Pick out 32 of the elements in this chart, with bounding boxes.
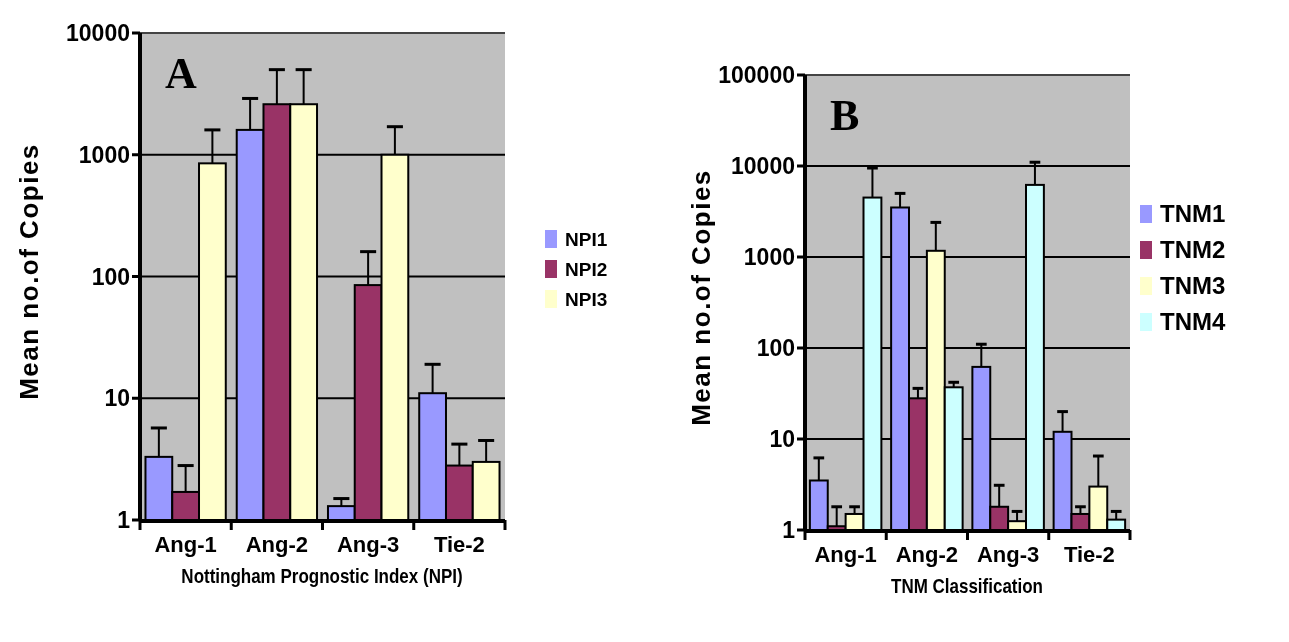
x-tick-label: Ang-3 [336,532,400,557]
x-tick-label: Ang-2 [245,532,309,557]
y-tick-label: 100000 [718,62,795,89]
y-tick-label: 1000 [78,141,130,168]
y-tick-label: 100 [756,335,795,362]
chart-title: A [165,49,197,98]
legend-label: NPI1 [565,228,608,250]
legend-label: TNM4 [1160,308,1226,336]
x-tick-label: Tie-2 [1063,542,1115,567]
y-tick-label: 10000 [66,20,130,47]
y-tick-label: 100 [91,263,130,290]
y-tick-label: 10 [769,426,795,453]
legend-label: TNM2 [1160,236,1226,264]
y-axis-title: Mean no.of Copies [686,169,716,426]
legend-label: NPI2 [565,258,608,280]
x-tick-label: Tie-2 [433,532,485,557]
legend-label: TNM1 [1160,200,1226,228]
legend-label: NPI3 [565,288,608,310]
y-tick-label: 1000 [743,244,795,271]
x-tick-label: Ang-1 [814,542,877,567]
x-tick-label: Ang-1 [154,532,217,557]
legend-label: TNM3 [1160,272,1226,300]
x-axis-title: TNM Classification [891,574,1043,598]
y-axis-title: Mean no.of Copies [14,143,44,400]
x-axis-title: Nottingham Prognostic Index (NPI) [181,564,463,588]
x-tick-label: Ang-2 [895,542,959,567]
x-tick-label: Ang-3 [976,542,1040,567]
chart-title: B [830,91,860,140]
y-tick-label: 1 [782,517,796,544]
y-tick-label: 10000 [731,153,795,180]
y-tick-label: 1 [117,507,131,534]
y-tick-label: 10 [104,385,130,412]
